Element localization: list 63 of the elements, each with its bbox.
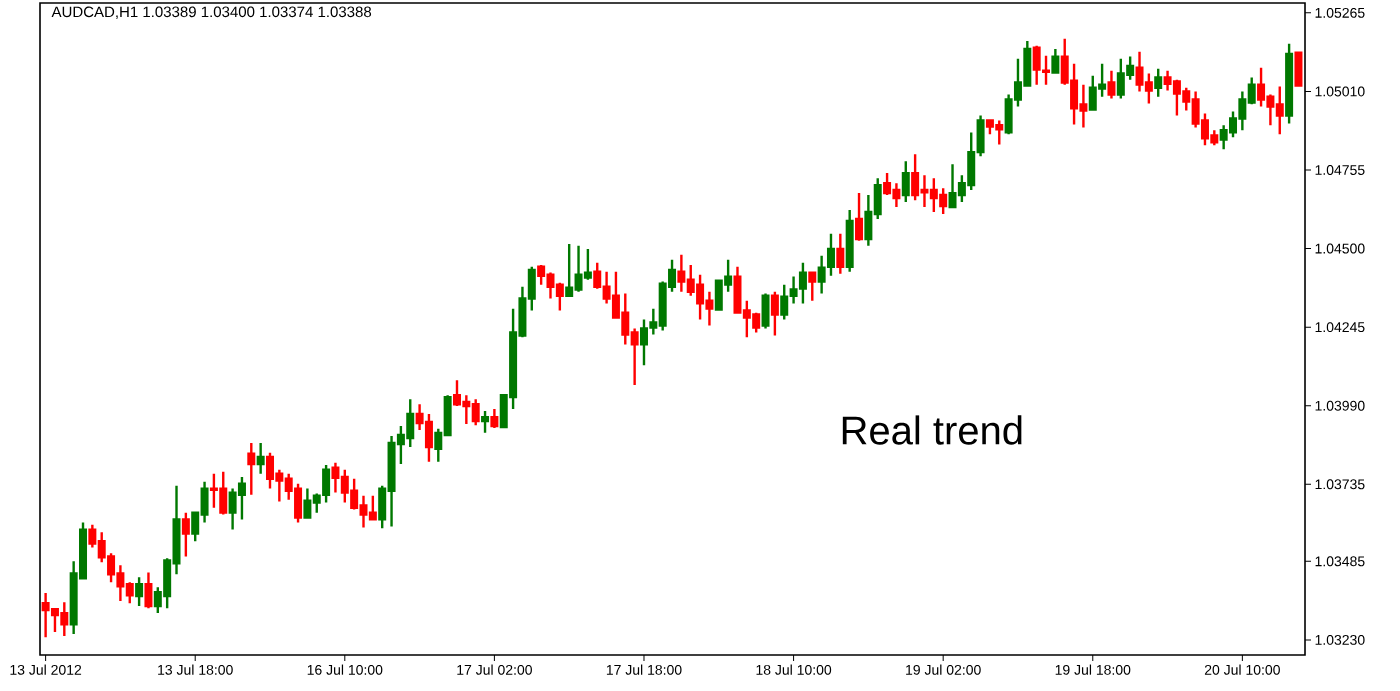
candlestick bbox=[836, 232, 845, 276]
candlestick bbox=[378, 484, 387, 530]
y-tick-label: 1.03230 bbox=[1315, 634, 1365, 645]
x-tick-label: 17 Jul 02:00 bbox=[457, 664, 532, 675]
candlestick bbox=[1294, 51, 1303, 87]
candlestick bbox=[1275, 85, 1284, 136]
candlestick bbox=[527, 265, 536, 312]
candlestick bbox=[565, 242, 574, 297]
candlestick bbox=[864, 193, 873, 247]
candlestick bbox=[555, 281, 564, 312]
candlestick bbox=[88, 523, 97, 549]
candlestick bbox=[733, 265, 742, 314]
candlestick bbox=[873, 177, 882, 221]
candlestick bbox=[471, 398, 480, 427]
candlestick bbox=[770, 290, 779, 337]
candlestick bbox=[181, 511, 190, 558]
x-tick-label: 17 Jul 18:00 bbox=[606, 664, 682, 675]
candlestick bbox=[200, 480, 209, 524]
candlestick bbox=[331, 461, 340, 494]
candlestick bbox=[256, 441, 265, 476]
y-tick-label: 1.03485 bbox=[1315, 556, 1365, 567]
candlestick bbox=[1107, 69, 1116, 100]
candlestick bbox=[808, 271, 817, 302]
candlestick bbox=[593, 261, 602, 290]
candlestick bbox=[1247, 76, 1256, 106]
candlestick bbox=[434, 427, 443, 463]
candlestick bbox=[443, 394, 452, 437]
candlestick bbox=[976, 114, 985, 158]
candlestick bbox=[780, 283, 789, 321]
candlestick bbox=[901, 160, 910, 204]
candlestick bbox=[490, 407, 499, 430]
candlestick bbox=[1285, 42, 1294, 125]
x-tick-label: 19 Jul 18:00 bbox=[1055, 664, 1131, 675]
candlestick bbox=[303, 487, 312, 519]
candlestick bbox=[172, 484, 181, 576]
y-tick-label: 1.04755 bbox=[1315, 165, 1365, 175]
candlestick bbox=[125, 581, 134, 605]
y-tick-label: 1.05265 bbox=[1315, 7, 1365, 18]
candlestick bbox=[191, 511, 200, 543]
candlestick bbox=[761, 292, 770, 330]
candlestick bbox=[677, 253, 686, 293]
x-tick-label: 19 Jul 02:00 bbox=[906, 664, 981, 675]
candlestick bbox=[247, 441, 256, 496]
x-tick-label: 13 Jul 18:00 bbox=[158, 664, 233, 675]
candlestick bbox=[630, 327, 639, 387]
y-tick-label: 1.03990 bbox=[1315, 400, 1365, 411]
candlestick bbox=[845, 208, 854, 273]
candlestick bbox=[135, 576, 144, 608]
candlestick bbox=[144, 571, 153, 610]
y-tick-label: 1.05010 bbox=[1315, 86, 1365, 97]
y-tick-label: 1.04245 bbox=[1315, 322, 1365, 333]
chart-title: AUDCAD,H1 1.03389 1.03400 1.03374 1.03388 bbox=[51, 6, 372, 19]
candlestick bbox=[481, 409, 490, 435]
candlestick bbox=[1154, 67, 1163, 98]
candlestick bbox=[855, 191, 864, 243]
x-tick-label: 18 Jul 10:00 bbox=[756, 664, 832, 675]
x-tick-label: 20 Jul 10:00 bbox=[1204, 664, 1280, 675]
annotation: Real trend bbox=[842, 415, 1022, 445]
y-tick-label: 1.04500 bbox=[1315, 243, 1365, 254]
x-tick-label: 13 Jul 2012 bbox=[10, 664, 82, 675]
y-tick-label: 1.03735 bbox=[1315, 479, 1365, 490]
x-tick-label: 16 Jul 10:00 bbox=[307, 664, 383, 675]
candlestick bbox=[1051, 47, 1060, 74]
